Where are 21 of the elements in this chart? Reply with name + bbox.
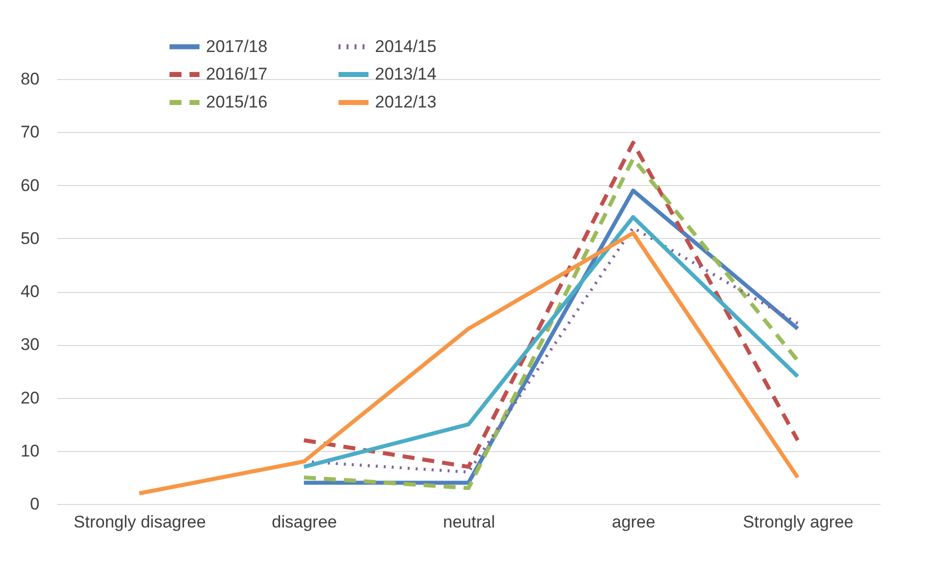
y-tick-label: 30: [20, 335, 40, 354]
x-tick-label: agree: [612, 512, 656, 532]
x-tick-label: Strongly disagree: [74, 512, 206, 532]
x-tick-label: Strongly agree: [742, 512, 854, 532]
legend-label: 2013/14: [375, 64, 436, 84]
y-tick-label: 10: [20, 441, 40, 460]
legend-label: 2012/13: [375, 92, 436, 112]
legend-label: 2015/16: [206, 92, 268, 112]
y-tick-label: 40: [20, 282, 40, 301]
y-tick-label: 60: [20, 176, 40, 195]
line-series: [137, 231, 800, 496]
y-tick-label: 20: [20, 388, 40, 408]
legend-label: 2017/18: [206, 36, 268, 56]
x-tick-label: disagree: [272, 512, 338, 532]
legend-label: 2016/17: [206, 64, 268, 84]
y-tick-label: 50: [20, 228, 40, 248]
y-tick-label: 80: [20, 70, 40, 88]
y-tick-label: 0: [30, 494, 40, 514]
x-tick-label: neutral: [443, 512, 495, 532]
legend-label: 2014/15: [375, 36, 436, 56]
y-tick-label: 70: [20, 122, 40, 142]
